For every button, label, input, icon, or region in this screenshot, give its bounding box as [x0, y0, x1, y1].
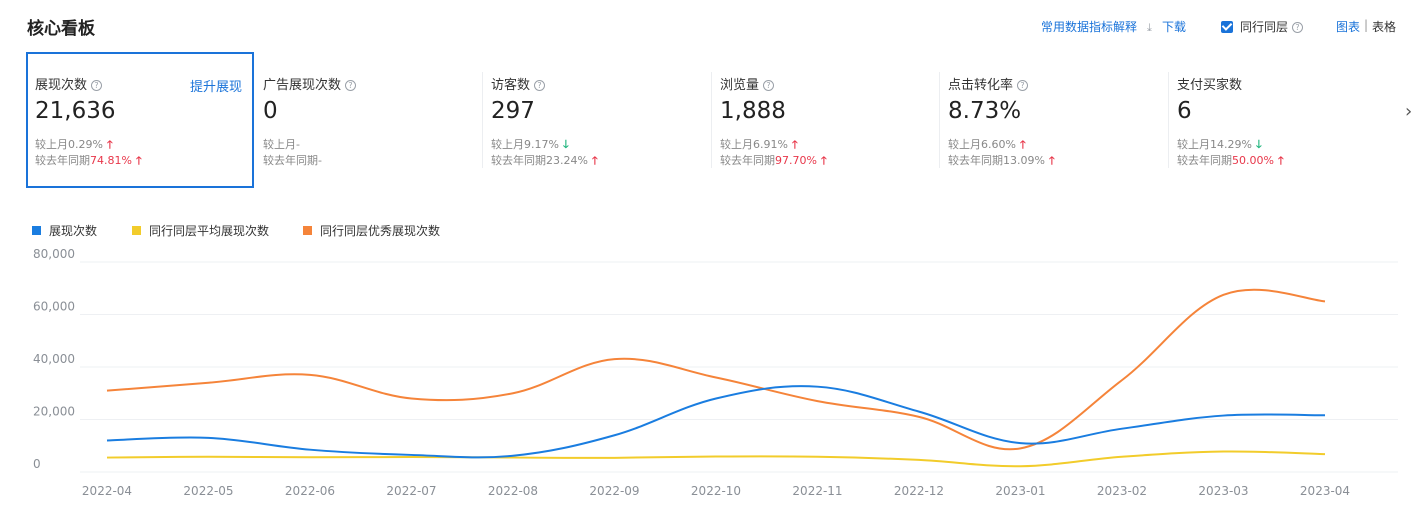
x-tick-label: 2022-09 [589, 484, 639, 498]
x-tick-label: 2022-06 [285, 484, 335, 498]
metric-card-conversion[interactable]: 点击转化率? 8.73% 较上月6.60% 🡑 较去年同期13.09% 🡑 [940, 52, 1168, 188]
metric-card-buyers[interactable]: 支付买家数 6 较上月14.29% 🡓 较去年同期50.00% 🡑 [1169, 52, 1397, 188]
metric-value: 297 [491, 98, 535, 124]
chevron-right-icon[interactable]: › [1405, 101, 1413, 122]
metric-yoy: 较去年同期23.24% 🡑 [491, 152, 598, 171]
metric-label: 浏览量? [720, 74, 775, 93]
arrow-up-icon: 🡑 [591, 154, 598, 167]
metric-mom: 较上月0.29% 🡑 [35, 136, 113, 155]
divider [711, 72, 712, 168]
legend-item-peer-excellent[interactable]: 同行同层优秀展现次数 [303, 222, 440, 239]
arrow-up-icon: 🡑 [1048, 154, 1055, 167]
x-tick-label: 2022-05 [183, 484, 233, 498]
x-tick-label: 2023-02 [1097, 484, 1147, 498]
arrow-up-icon: 🡑 [1277, 154, 1284, 167]
metric-value: 21,636 [35, 98, 116, 124]
metric-card-visitors[interactable]: 访客数? 297 较上月9.17% 🡓 较去年同期23.24% 🡑 [483, 52, 711, 188]
metric-mom: 较上月14.29% 🡓 [1177, 136, 1262, 155]
metric-label: 支付买家数 [1177, 78, 1243, 93]
arrow-up-icon: 🡑 [791, 138, 798, 151]
metric-mom: 较上月6.91% 🡑 [720, 136, 798, 155]
help-icon[interactable]: ? [763, 80, 775, 91]
download-label: 下载 [1162, 20, 1187, 34]
metric-yoy: 较去年同期50.00% 🡑 [1177, 152, 1284, 171]
x-tick-label: 2023-01 [995, 484, 1045, 498]
line-chart: 0 20,000 40,000 60,000 80,000 2022-04 2022-05 2… [33, 247, 1398, 498]
metric-yoy: 较去年同期13.09% 🡑 [948, 152, 1055, 171]
help-icon[interactable]: ? [91, 80, 103, 91]
metric-label: 访客数? [491, 74, 546, 93]
x-tick-label: 2022-07 [386, 484, 436, 498]
peer-label: 同行同层 [1240, 20, 1289, 34]
view-table-button[interactable]: 表格 [1372, 20, 1397, 34]
metric-mom: 较上月9.17% 🡓 [491, 136, 569, 155]
legend-swatch [132, 226, 141, 235]
peer-checkbox[interactable] [1221, 21, 1233, 33]
metric-value: 6 [1177, 98, 1192, 124]
help-icon[interactable]: ? [534, 80, 546, 91]
download-button[interactable]: ⤓ 下载 [1147, 18, 1186, 35]
page-title: 核心看板 [27, 19, 95, 39]
metric-value: 1,888 [720, 98, 786, 124]
view-separator: | [1364, 18, 1369, 32]
x-tick-label: 2022-12 [894, 484, 944, 498]
metric-card-impressions[interactable]: 展现次数? 提升展现 21,636 较上月0.29% 🡑 较去年同期74.81% 🡑 [26, 52, 254, 188]
legend-swatch [303, 226, 312, 235]
metric-label: 广告展现次数? [263, 74, 357, 93]
download-icon: ⤓ [1147, 21, 1152, 34]
legend-swatch [32, 226, 41, 235]
x-tick-label: 2022-11 [792, 484, 842, 498]
metric-yoy: 较去年同期- [263, 154, 322, 167]
divider [939, 72, 940, 168]
metric-label: 点击转化率? [948, 74, 1029, 93]
divider [482, 72, 483, 168]
metric-label: 展现次数? [35, 74, 103, 93]
metric-explain-link[interactable]: 常用数据指标解释 [1041, 20, 1138, 34]
help-icon[interactable]: ? [1017, 80, 1029, 91]
help-icon[interactable]: ? [345, 80, 357, 91]
y-tick-label: 60,000 [33, 300, 75, 314]
metric-card-ad-impressions[interactable]: 广告展现次数? 0 较上月- 较去年同期- [255, 52, 483, 188]
arrow-up-icon: 🡑 [135, 154, 142, 167]
x-tick-label: 2023-03 [1198, 484, 1248, 498]
x-tick-label: 2022-08 [488, 484, 538, 498]
peer-toggle[interactable]: 同行同层? [1221, 18, 1304, 35]
legend-item-peer-average[interactable]: 同行同层平均展现次数 [132, 222, 269, 239]
metric-yoy: 较去年同期74.81% 🡑 [35, 152, 142, 171]
metric-mom: 较上月6.60% 🡑 [948, 136, 1026, 155]
arrow-up-icon: 🡑 [106, 138, 113, 151]
metric-value: 0 [263, 98, 278, 124]
metric-yoy: 较去年同期97.70% 🡑 [720, 152, 827, 171]
y-tick-label: 80,000 [33, 247, 75, 261]
series-line [106, 450, 1326, 468]
x-tick-label: 2022-10 [691, 484, 741, 498]
legend-item-impressions[interactable]: 展现次数 [32, 222, 97, 239]
y-tick-label: 20,000 [33, 405, 75, 419]
arrow-down-icon: 🡓 [562, 138, 569, 151]
y-tick-label: 0 [33, 457, 41, 471]
series-line [106, 385, 1326, 459]
divider [1168, 72, 1169, 168]
arrow-down-icon: 🡓 [1255, 138, 1262, 151]
series-line [106, 288, 1326, 451]
metric-value: 8.73% [948, 98, 1022, 124]
help-icon[interactable]: ? [1292, 22, 1304, 33]
x-tick-label: 2022-04 [82, 484, 132, 498]
x-tick-label: 2023-04 [1300, 484, 1350, 498]
arrow-up-icon: 🡑 [1019, 138, 1026, 151]
boost-impressions-link[interactable]: 提升展现 [189, 80, 242, 95]
toolbar: 常用数据指标解释 ⤓ 下载 同行同层? 图表 | 表格 [0, 18, 1423, 34]
metric-card-pageviews[interactable]: 浏览量? 1,888 较上月6.91% 🡑 较去年同期97.70% 🡑 [712, 52, 940, 188]
metric-mom: 较上月- [263, 138, 300, 151]
arrow-up-icon: 🡑 [820, 154, 827, 167]
view-chart-button[interactable]: 图表 [1336, 20, 1361, 34]
y-tick-label: 40,000 [33, 352, 75, 366]
